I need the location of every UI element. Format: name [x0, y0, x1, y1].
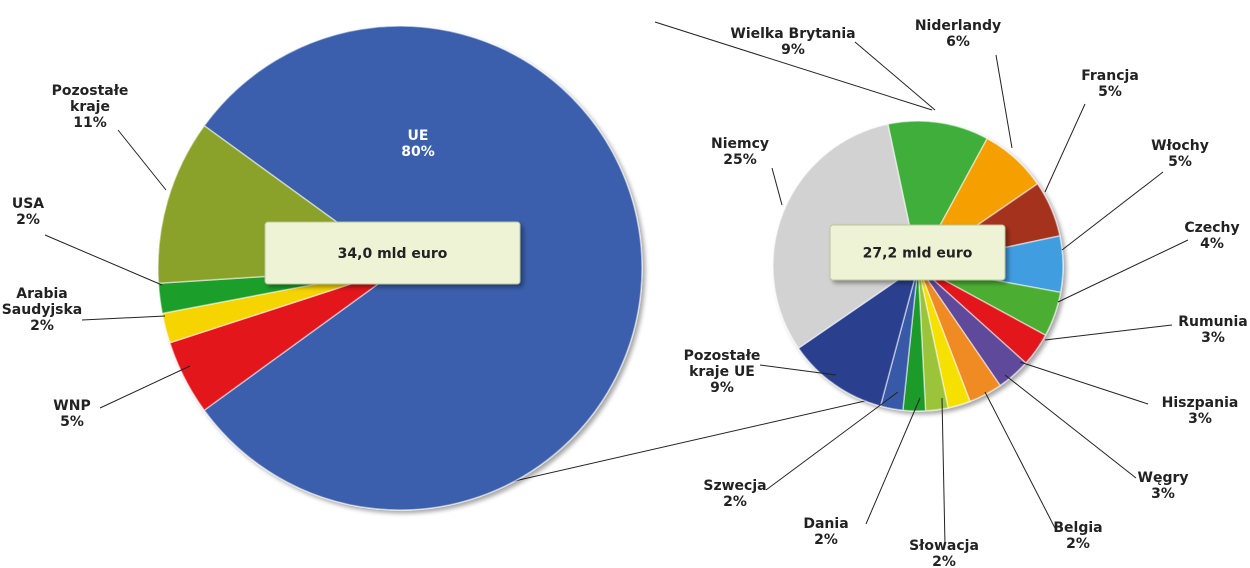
label-line: Niderlandy [915, 18, 1001, 34]
label-line: Rumunia [1178, 314, 1248, 330]
value-label: 25% [723, 152, 757, 168]
leader-line [865, 397, 921, 525]
category-label: Włochy [1151, 138, 1209, 154]
category-label: Niemcy [711, 136, 769, 152]
leader-line [99, 365, 191, 409]
leader-line [995, 54, 1013, 149]
label-line: Niemcy [711, 136, 769, 152]
label-line: Arabia [16, 286, 67, 302]
value-label: 2% [30, 318, 54, 334]
label-line: Saudyjska [2, 302, 83, 318]
label-line: kraje [70, 99, 110, 115]
leader-line [854, 41, 936, 111]
label-line: Węgry [1138, 470, 1189, 486]
category-label: WNP [53, 398, 90, 414]
connector-line [654, 21, 933, 111]
category-label: Słowacja [909, 538, 979, 554]
value-label: 4% [1200, 236, 1224, 252]
leader-line [1004, 374, 1137, 479]
leader-line [81, 315, 166, 321]
label-line: Wielka Brytania [730, 26, 855, 42]
value-label: 5% [60, 414, 84, 430]
category-label: Pozostałe kraje [52, 83, 129, 115]
category-label: Dania [803, 516, 848, 532]
label-line: Włochy [1151, 138, 1209, 154]
value-label: 80% [401, 144, 435, 160]
leader-line [44, 234, 163, 286]
category-label: UE [408, 128, 429, 144]
value-label: 2% [814, 532, 838, 548]
category-label: Wielka Brytania [730, 26, 855, 42]
label-line: USA [12, 196, 44, 212]
leader-line [1019, 361, 1149, 405]
value-label: 6% [946, 34, 970, 50]
value-label: 5% [1168, 154, 1192, 170]
pie-slice [797, 264, 920, 407]
value-label: 2% [1066, 536, 1090, 552]
value-label: 9% [781, 42, 805, 58]
leader-line [1044, 324, 1173, 341]
center-box [264, 221, 521, 285]
label-line: Pozostałe [52, 83, 129, 99]
category-label: Węgry [1138, 470, 1189, 486]
category-label: Czechy [1184, 220, 1239, 236]
label-line: UE [408, 128, 429, 144]
label-line: Słowacja [909, 538, 979, 554]
leader-line [984, 391, 1057, 531]
value-label: 11% [73, 115, 107, 131]
value-label: 3% [1151, 486, 1175, 502]
category-label: Rumunia [1178, 314, 1248, 330]
leader-line [1044, 103, 1086, 193]
leader-line [759, 364, 837, 376]
category-label: Belgia [1053, 520, 1102, 536]
label-line: Belgia [1053, 520, 1102, 536]
category-label: Niderlandy [915, 18, 1001, 34]
leader-line [765, 391, 899, 491]
value-label: 2% [16, 212, 40, 228]
label-line: Francja [1081, 68, 1139, 84]
category-label: Hiszpania [1162, 395, 1239, 411]
category-label: Pozostałe kraje UE [684, 348, 761, 380]
leader-line [1061, 171, 1164, 251]
label-line: Hiszpania [1162, 395, 1239, 411]
center-label: 34,0 mld euro [338, 246, 448, 262]
value-label: 5% [1098, 84, 1122, 100]
label-line: WNP [53, 398, 90, 414]
label-line: kraje UE [689, 364, 755, 380]
category-label: Francja [1081, 68, 1139, 84]
center-label: 27,2 mld euro [863, 246, 973, 262]
center-box [829, 224, 1006, 281]
label-line: Pozostałe [684, 348, 761, 364]
label-line: Szwecja [703, 478, 766, 494]
leader-line [1057, 239, 1189, 303]
value-label: 3% [1188, 411, 1212, 427]
value-label: 9% [710, 380, 734, 396]
value-label: 3% [1201, 330, 1225, 346]
category-label: USA [12, 196, 44, 212]
value-label: 2% [723, 494, 747, 510]
leader-line [117, 129, 167, 191]
label-line: Czechy [1184, 220, 1239, 236]
leader-line [941, 397, 946, 546]
value-label: 2% [932, 554, 956, 568]
connector-line [474, 392, 901, 491]
leader-line [771, 167, 783, 206]
category-label: Szwecja [703, 478, 766, 494]
label-line: Dania [803, 516, 848, 532]
category-label: Arabia Saudyjska [2, 286, 83, 318]
